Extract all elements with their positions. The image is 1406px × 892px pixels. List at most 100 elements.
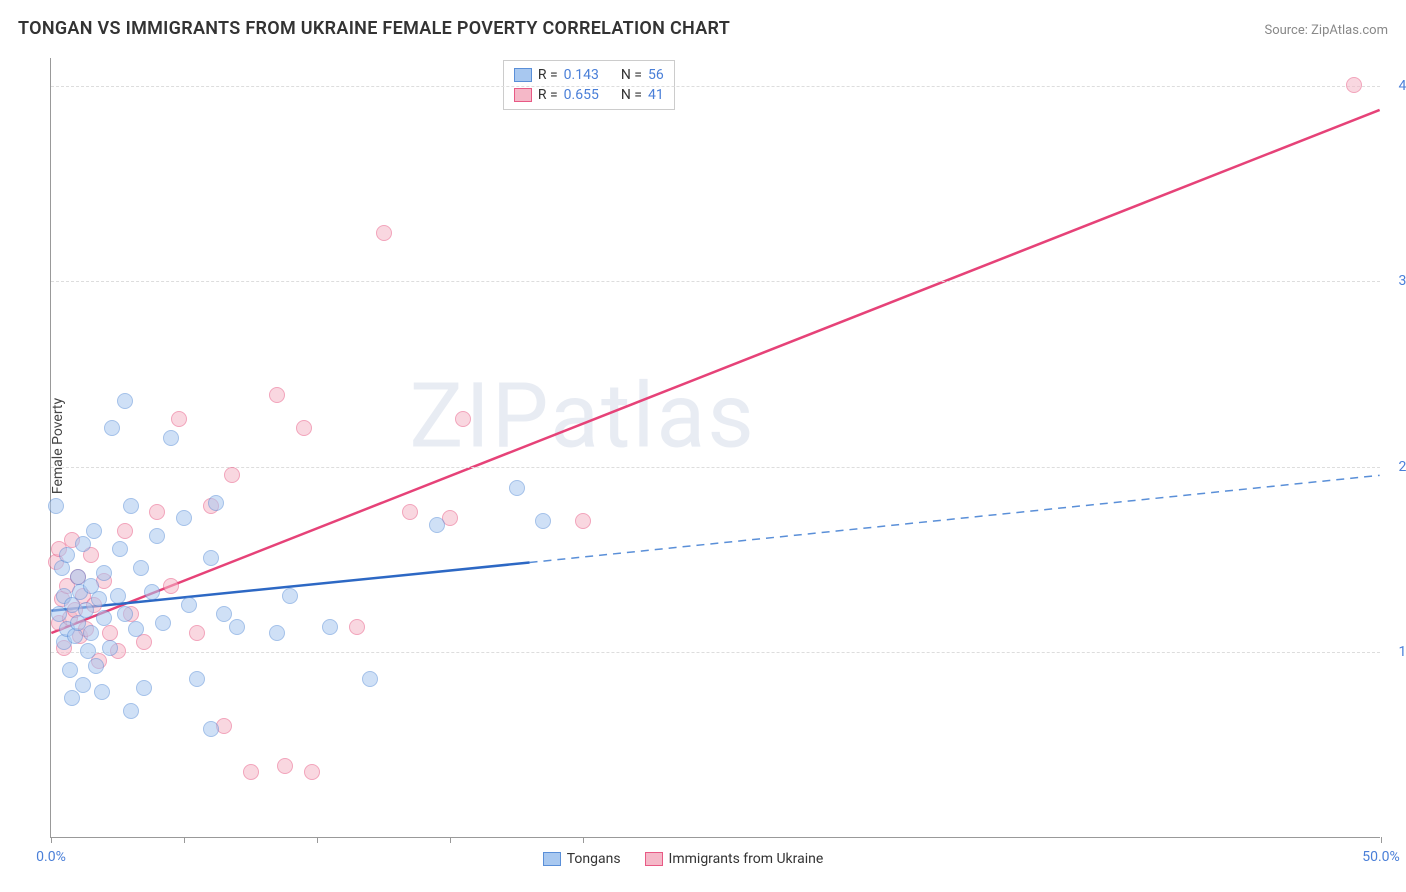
x-tick-label: 50.0%: [1362, 849, 1400, 865]
stat-n-label: N =: [621, 87, 642, 103]
stat-r-label: R =: [538, 87, 558, 103]
scatter-point-tongans: [102, 640, 118, 656]
plot-area: ZIPatlas R = 0.143N = 56R = 0.655N = 41 …: [50, 58, 1380, 838]
x-tick: [450, 837, 451, 843]
scatter-point-tongans: [96, 565, 112, 581]
scatter-point-tongans: [48, 498, 64, 514]
source-attribution: Source: ZipAtlas.com: [1264, 23, 1388, 38]
scatter-point-tongans: [149, 528, 165, 544]
y-tick-label: 40.0%: [1398, 78, 1406, 94]
stat-r-value: 0.655: [564, 87, 599, 103]
stat-r-value: 0.143: [564, 67, 599, 83]
scatter-point-ukraine: [243, 764, 259, 780]
scatter-point-tongans: [208, 495, 224, 511]
scatter-point-tongans: [75, 677, 91, 693]
regression-lines: [51, 58, 1380, 837]
scatter-point-tongans: [144, 584, 160, 600]
scatter-point-tongans: [86, 523, 102, 539]
scatter-point-ukraine: [376, 225, 392, 241]
scatter-point-tongans: [509, 480, 525, 496]
scatter-point-ukraine: [402, 504, 418, 520]
scatter-point-tongans: [155, 615, 171, 631]
x-tick: [184, 837, 185, 843]
gridline-h: [51, 652, 1380, 653]
scatter-point-tongans: [104, 420, 120, 436]
scatter-point-tongans: [322, 619, 338, 635]
scatter-point-ukraine: [117, 523, 133, 539]
stat-n-value: 56: [648, 67, 664, 83]
scatter-point-tongans: [110, 588, 126, 604]
scatter-point-tongans: [181, 597, 197, 613]
gridline-h: [51, 281, 1380, 282]
chart-title: TONGAN VS IMMIGRANTS FROM UKRAINE FEMALE…: [18, 18, 730, 39]
scatter-point-ukraine: [296, 420, 312, 436]
scatter-point-tongans: [133, 560, 149, 576]
stat-n-label: N =: [621, 67, 642, 83]
scatter-point-ukraine: [575, 513, 591, 529]
scatter-point-tongans: [128, 621, 144, 637]
scatter-point-ukraine: [224, 467, 240, 483]
scatter-point-tongans: [203, 721, 219, 737]
scatter-point-tongans: [123, 703, 139, 719]
scatter-point-tongans: [94, 684, 110, 700]
scatter-point-tongans: [88, 658, 104, 674]
scatter-point-tongans: [117, 606, 133, 622]
scatter-point-tongans: [216, 606, 232, 622]
scatter-point-tongans: [136, 680, 152, 696]
scatter-point-ukraine: [1346, 77, 1362, 93]
scatter-point-tongans: [123, 498, 139, 514]
scatter-point-tongans: [163, 430, 179, 446]
scatter-point-ukraine: [189, 625, 205, 641]
legend-item: Tongans: [543, 851, 621, 867]
scatter-point-ukraine: [277, 758, 293, 774]
scatter-point-tongans: [112, 541, 128, 557]
scatter-point-tongans: [189, 671, 205, 687]
scatter-point-ukraine: [102, 625, 118, 641]
scatter-point-tongans: [229, 619, 245, 635]
scatter-point-tongans: [269, 625, 285, 641]
legend-swatch: [514, 68, 532, 82]
scatter-point-tongans: [429, 517, 445, 533]
y-tick-label: 20.0%: [1398, 459, 1406, 475]
scatter-point-ukraine: [163, 578, 179, 594]
scatter-point-tongans: [64, 690, 80, 706]
x-tick-label: 0.0%: [36, 849, 66, 865]
scatter-point-ukraine: [149, 504, 165, 520]
scatter-point-tongans: [75, 536, 91, 552]
stat-n-value: 41: [648, 87, 664, 103]
scatter-point-tongans: [96, 610, 112, 626]
legend-item: Immigrants from Ukraine: [645, 851, 824, 867]
gridline-h: [51, 86, 1380, 87]
scatter-point-ukraine: [171, 411, 187, 427]
scatter-point-ukraine: [269, 387, 285, 403]
legend-swatch: [514, 88, 532, 102]
chart-container: TONGAN VS IMMIGRANTS FROM UKRAINE FEMALE…: [0, 0, 1406, 892]
scatter-point-tongans: [203, 550, 219, 566]
legend-swatch: [543, 852, 561, 866]
gridline-h: [51, 467, 1380, 468]
y-tick-label: 10.0%: [1398, 644, 1406, 660]
legend-stat-row: R = 0.655 N = 41: [514, 85, 664, 105]
scatter-point-tongans: [362, 671, 378, 687]
x-tick: [583, 837, 584, 843]
legend-label: Tongans: [567, 851, 621, 867]
scatter-point-tongans: [62, 662, 78, 678]
x-tick: [51, 837, 52, 843]
scatter-point-tongans: [282, 588, 298, 604]
scatter-point-tongans: [83, 625, 99, 641]
legend-label: Immigrants from Ukraine: [669, 851, 824, 867]
x-tick: [1381, 837, 1382, 843]
legend-swatch: [645, 852, 663, 866]
scatter-point-tongans: [78, 602, 94, 618]
title-bar: TONGAN VS IMMIGRANTS FROM UKRAINE FEMALE…: [18, 18, 1388, 39]
scatter-point-tongans: [176, 510, 192, 526]
scatter-point-tongans: [535, 513, 551, 529]
scatter-point-ukraine: [304, 764, 320, 780]
legend-stat-row: R = 0.143 N = 56: [514, 65, 664, 85]
series-legend: Tongans Immigrants from Ukraine: [543, 851, 824, 867]
scatter-point-tongans: [59, 547, 75, 563]
stat-r-label: R =: [538, 67, 558, 83]
scatter-point-ukraine: [349, 619, 365, 635]
scatter-point-ukraine: [455, 411, 471, 427]
x-tick: [317, 837, 318, 843]
